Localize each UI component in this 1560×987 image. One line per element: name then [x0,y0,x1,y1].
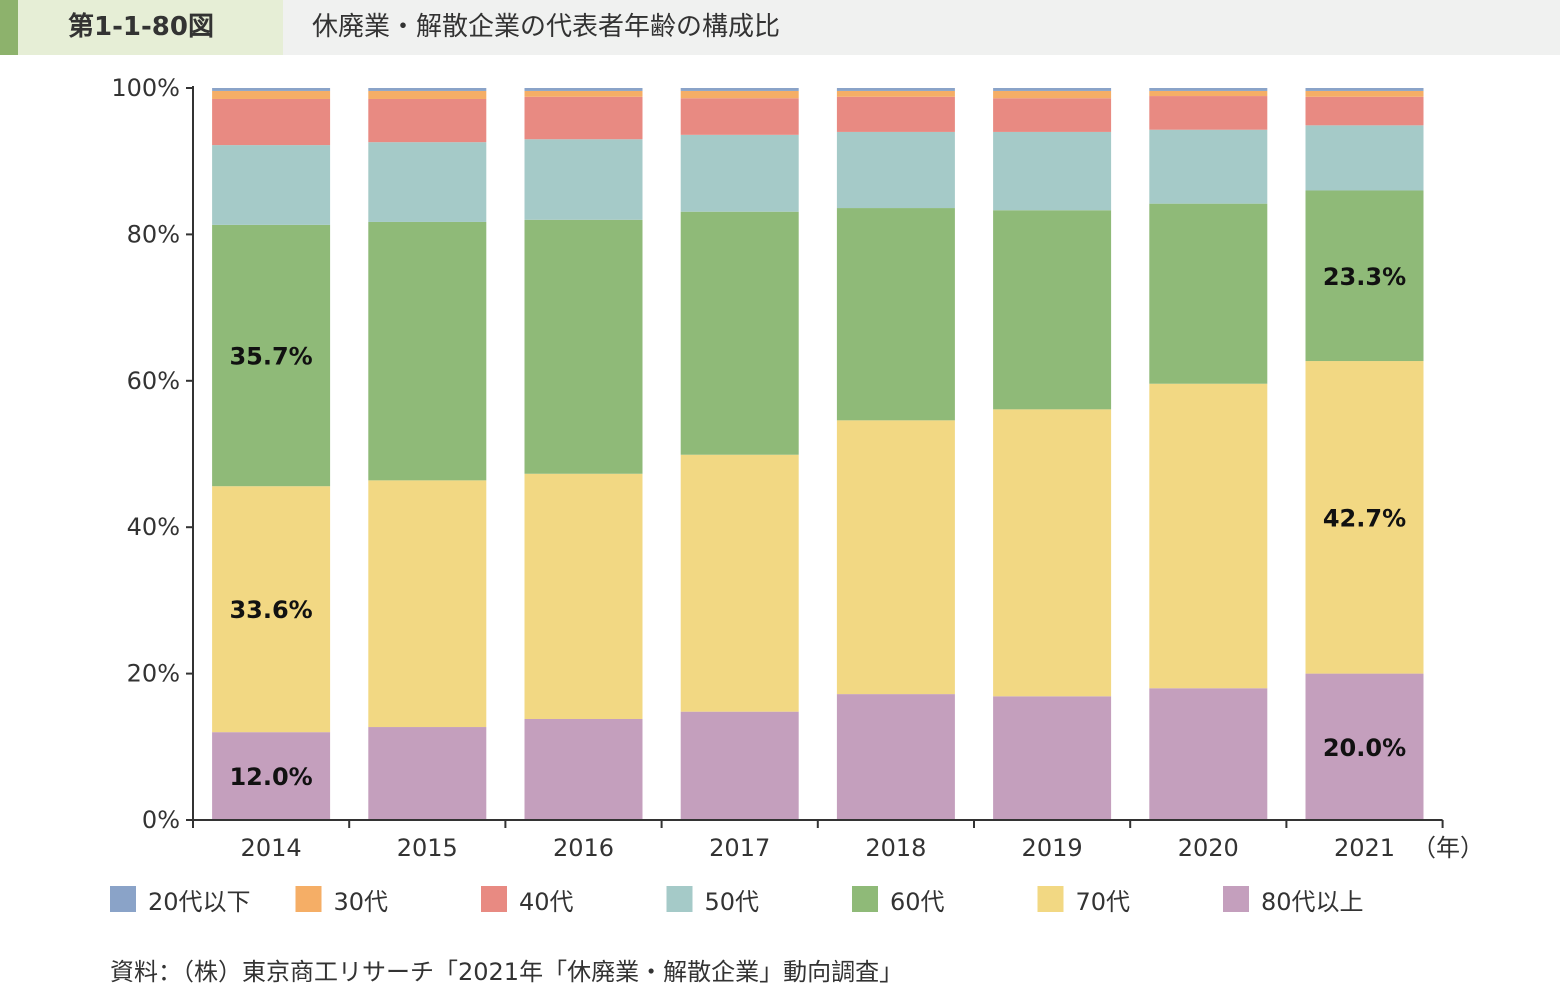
y-tick-label: 60% [127,367,180,395]
bar-segment-2014-40代 [212,98,331,146]
bar-segment-2018-40代 [836,96,955,132]
bar-segment-2020-40代 [1149,96,1268,130]
chart-title: 休廃業・解散企業の代表者年齢の構成比 [312,12,781,42]
x-unit-label: （年） [1412,834,1484,862]
bar-segment-2019-20代以下 [993,88,1112,91]
legend-swatch-30代 [295,886,322,912]
legend-swatch-60代 [852,886,878,912]
bar-segment-2021-60代 [1305,190,1424,362]
bar-segment-2020-80代以上 [1149,688,1268,820]
bar-segment-2015-40代 [368,98,487,143]
bar-segment-2015-70代 [368,480,487,728]
data-label: 12.0% [229,763,312,791]
bar-segment-2019-80代以上 [993,696,1112,820]
bar-segment-2021-80代以上 [1305,673,1424,820]
legend-swatch-20代以下 [110,886,136,912]
bar-segment-2018-80代以上 [836,694,955,820]
bar-segment-2018-70代 [836,420,955,695]
legend-label: 40代 [519,888,574,916]
legend-label: 50代 [705,888,760,916]
bar-segment-2017-70代 [680,454,799,712]
bar-segment-2014-80代以上 [212,732,331,820]
y-tick-label: 20% [127,660,180,688]
header-accent-strip [0,0,18,55]
bar-segment-2015-20代以下 [368,88,487,91]
bar-segment-2015-30代 [368,90,487,99]
x-tick-label: 2015 [397,834,458,862]
legend-label: 20代以下 [148,888,251,916]
data-label: 20.0% [1323,734,1406,762]
data-label: 35.7% [229,343,312,371]
bar-segment-2018-50代 [836,131,955,209]
bar-segment-2017-20代以下 [680,88,799,91]
source-note: 資料：（株）東京商工リサーチ「2021年「休廃業・解散企業」動向調査」 [110,958,904,986]
bar-segment-2021-20代以下 [1305,88,1424,91]
bar-segment-2017-30代 [680,90,799,99]
bar-segment-2015-60代 [368,221,487,481]
bar-segment-2017-50代 [680,134,799,212]
bar-segment-2020-60代 [1149,203,1268,384]
bar-segment-2016-50代 [524,139,643,220]
bar-segment-2019-30代 [993,90,1112,99]
legend-swatch-50代 [666,886,693,912]
legend-label: 30代 [334,888,389,916]
bar-segment-2014-20代以下 [212,88,331,91]
legend-swatch-80代以上 [1223,886,1249,912]
bar-segment-2017-80代以上 [680,711,799,820]
bar-segment-2017-40代 [680,98,799,135]
bar-segment-2016-30代 [524,90,643,97]
bar-segment-2014-50代 [212,145,331,225]
bar-segment-2019-40代 [993,98,1112,132]
bar-segment-2016-70代 [524,473,643,719]
y-tick-label: 40% [127,513,180,541]
bar-segment-2019-60代 [993,210,1112,410]
bar-segment-2021-40代 [1305,96,1424,126]
bar-segment-2020-30代 [1149,90,1268,97]
y-tick-label: 80% [127,220,180,248]
bar-segment-2016-60代 [524,219,643,474]
bar-segment-2021-50代 [1305,125,1424,191]
bar-segment-2014-70代 [212,486,331,733]
bar-segment-2018-30代 [836,90,955,97]
figure-number: 第1-1-80図 [18,0,283,55]
legend-label: 70代 [1076,888,1131,916]
x-tick-label: 2020 [1178,834,1239,862]
x-tick-label: 2014 [241,834,302,862]
bar-segment-2019-70代 [993,409,1112,697]
bar-segment-2021-70代 [1305,361,1424,674]
legend-swatch-40代 [481,886,507,912]
legend-label: 60代 [890,888,945,916]
y-tick-label: 100% [111,74,180,102]
bar-segment-2019-50代 [993,131,1112,211]
bar-segment-2016-40代 [524,96,643,140]
bar-segment-2014-60代 [212,224,331,487]
x-tick-label: 2021 [1334,834,1395,862]
data-label: 42.7% [1323,504,1406,532]
x-tick-label: 2018 [865,834,926,862]
legend-label: 80代以上 [1261,888,1364,916]
bar-segment-2018-20代以下 [836,88,955,91]
bar-segment-2014-30代 [212,90,331,99]
bar-segment-2016-80代以上 [524,718,643,820]
x-tick-label: 2016 [553,834,614,862]
bar-segment-2021-30代 [1305,90,1424,97]
data-label: 23.3% [1323,263,1406,291]
x-tick-label: 2017 [709,834,770,862]
y-tick-label: 0% [142,806,180,834]
bar-segment-2018-60代 [836,208,955,421]
bar-segment-2017-60代 [680,211,799,455]
data-label: 33.6% [229,596,312,624]
bar-segment-2015-50代 [368,142,487,222]
bar-segment-2020-20代以下 [1149,88,1268,91]
legend-swatch-70代 [1037,886,1064,912]
bar-segment-2016-20代以下 [524,88,643,91]
x-tick-label: 2019 [1022,834,1083,862]
figure-header: 第1-1-80図 休廃業・解散企業の代表者年齢の構成比 [0,0,1560,55]
bar-segment-2020-50代 [1149,129,1268,204]
bar-segment-2020-70代 [1149,383,1268,689]
bar-segment-2015-80代以上 [368,727,487,820]
